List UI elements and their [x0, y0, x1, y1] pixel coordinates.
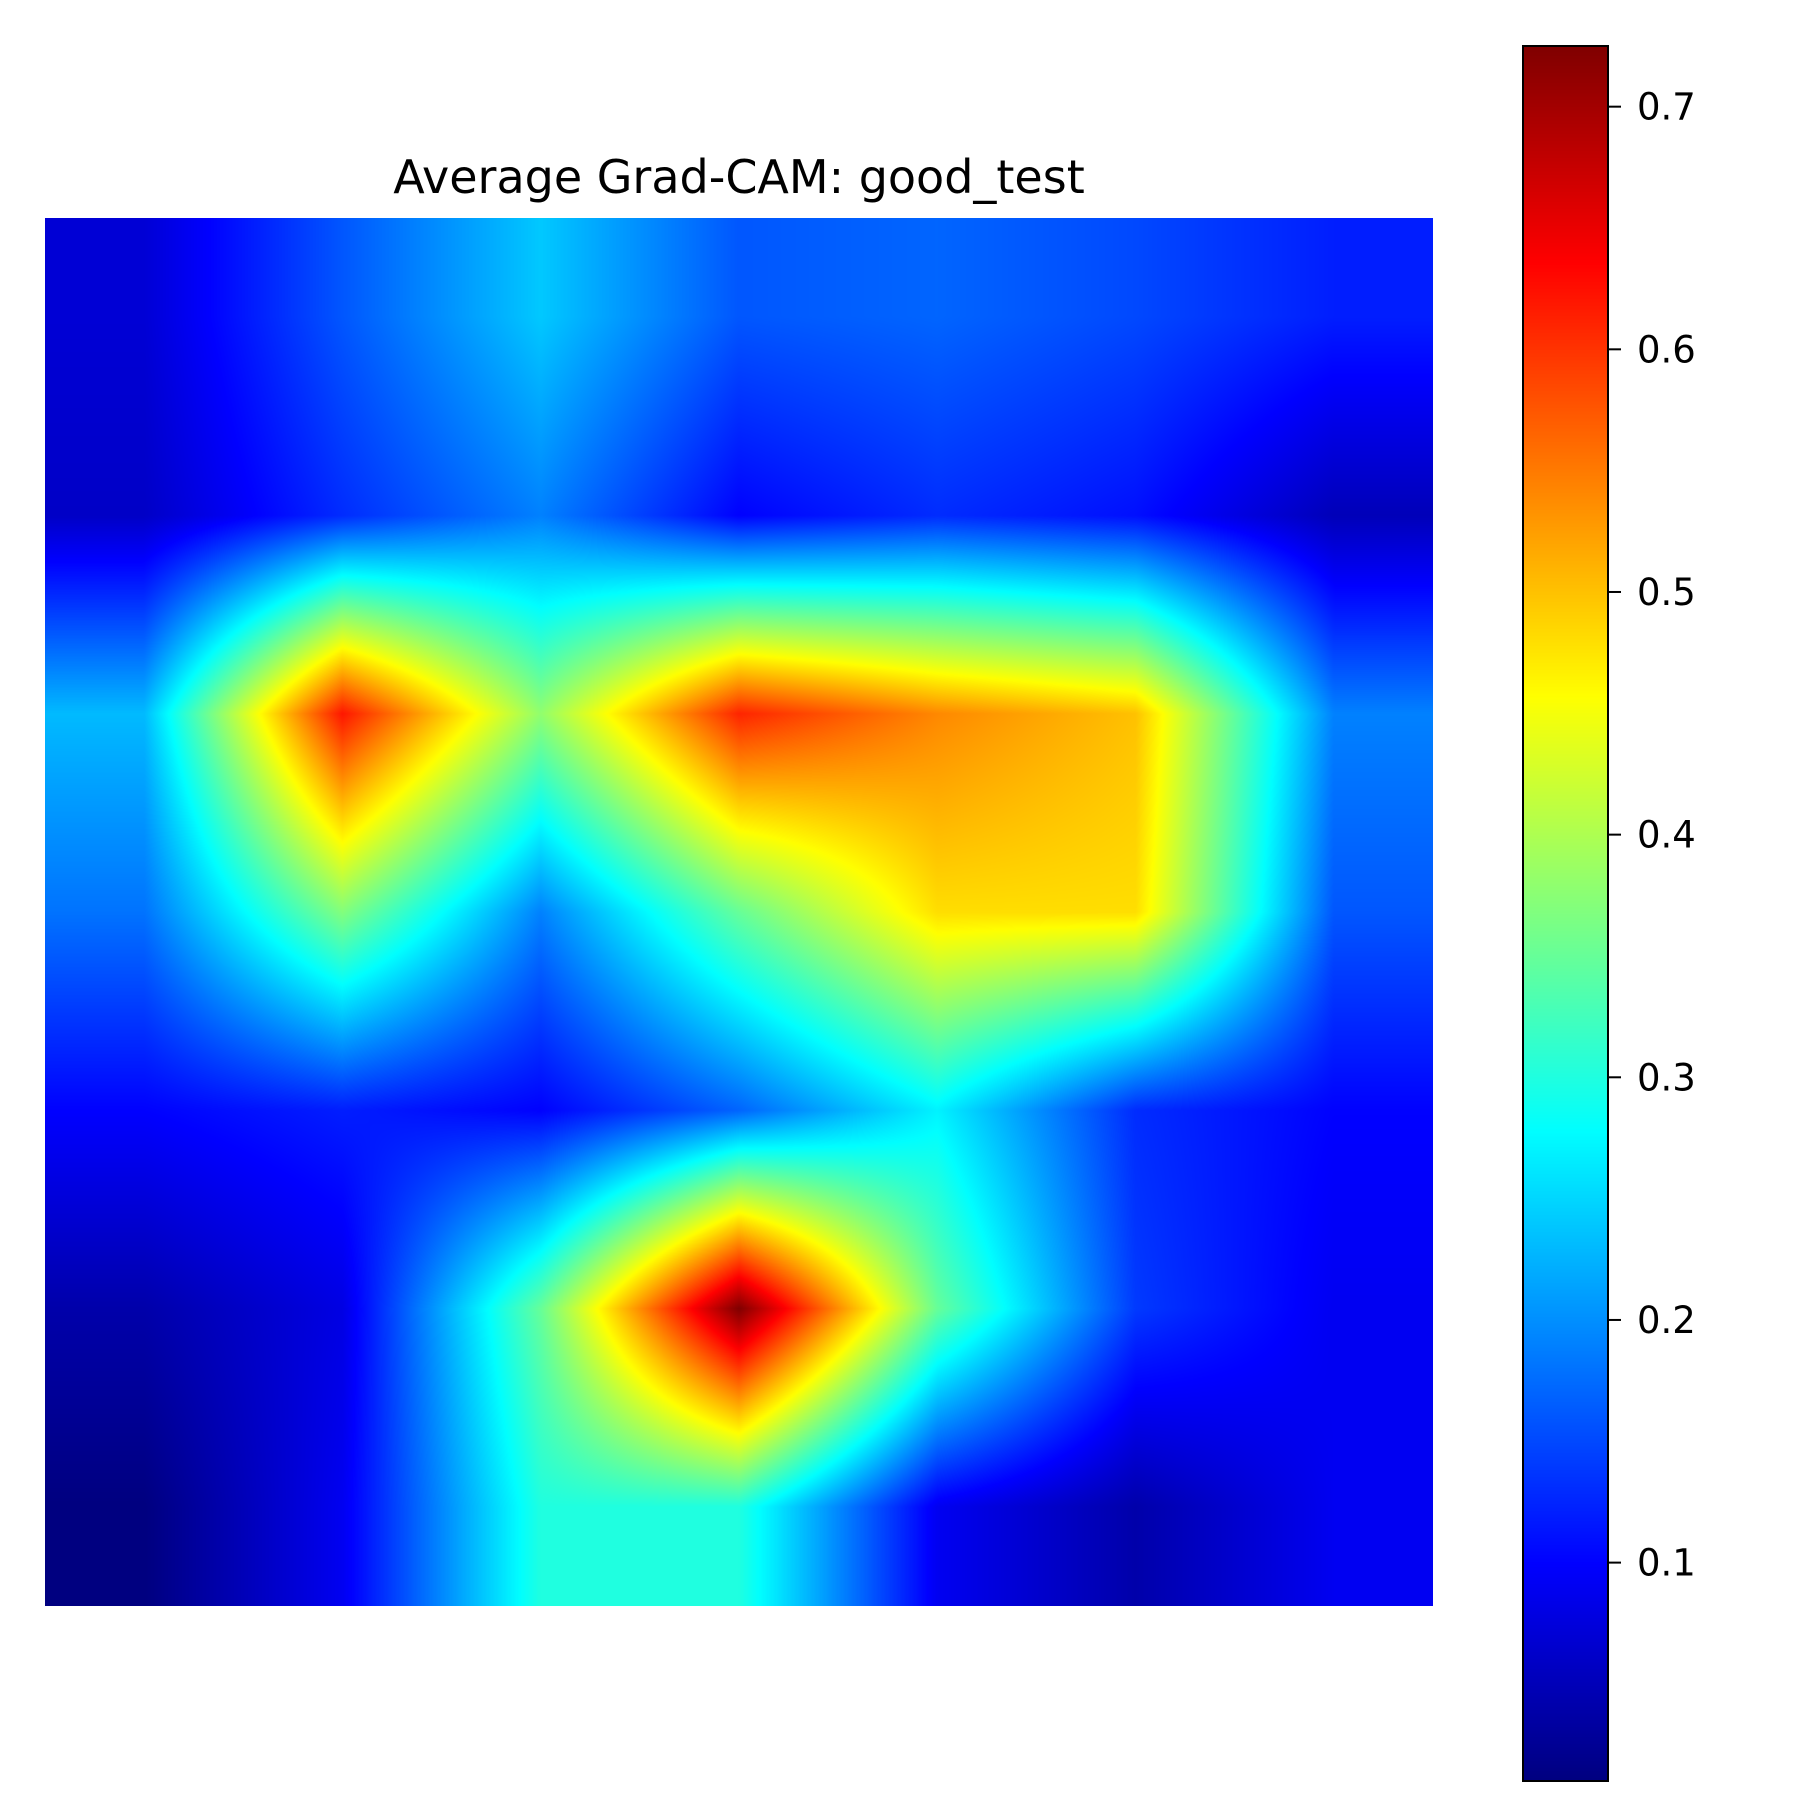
colorbar-tick-label: 0.6 — [1637, 328, 1696, 371]
colorbar-gradient — [1523, 46, 1608, 1781]
colorbar-tick-label: 0.2 — [1637, 1299, 1696, 1342]
colorbar-tick-label: 0.3 — [1637, 1056, 1696, 1099]
colorbar-tick-label: 0.7 — [1637, 86, 1696, 129]
chart-title: Average Grad-CAM: good_test — [393, 150, 1084, 204]
colorbar-frame — [1522, 45, 1609, 1782]
colorbar-tick-label: 0.5 — [1637, 571, 1696, 614]
colorbar-ticks: 0.1 0.2 0.3 0.4 0.5 0.6 0.7 — [1608, 86, 1696, 1585]
heatmap-image — [45, 218, 1433, 1606]
colorbar-tick-label: 0.4 — [1637, 814, 1696, 857]
colorbar-tick-label: 0.1 — [1637, 1542, 1696, 1585]
